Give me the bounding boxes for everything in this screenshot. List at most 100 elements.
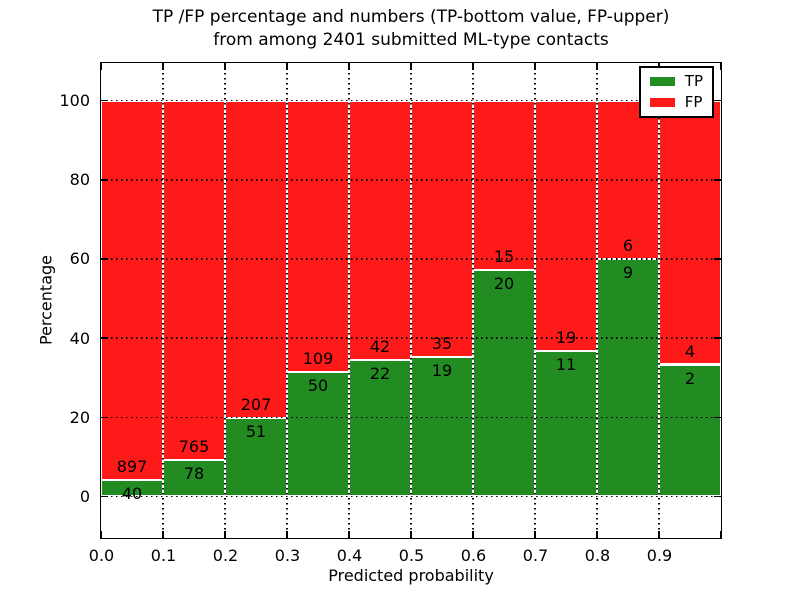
gridline-vertical — [162, 63, 164, 538]
y-tick-label: 80 — [69, 170, 90, 190]
x-tick-label: 0.2 — [212, 546, 239, 565]
x-tick-mark — [224, 63, 226, 70]
bar-segment-tp — [597, 258, 659, 497]
legend-entry-tp: TP — [649, 72, 703, 90]
plot-area: 897 40 765 78 207 51 109 50 42 22 35 19 15 20 19 11 6 9 4 2 — [100, 62, 722, 539]
bar-segment-fp — [287, 100, 349, 372]
y-tick-mark — [714, 99, 721, 102]
x-tick-mark — [534, 531, 536, 538]
x-tick-mark — [410, 63, 412, 70]
x-tick-mark — [162, 63, 164, 70]
legend-entry-fp: FP — [649, 93, 703, 111]
legend: TP FP — [638, 66, 714, 118]
x-tick-label: 0.7 — [522, 546, 549, 565]
y-tick-label: 60 — [69, 249, 90, 269]
fp-count-label: 19 — [555, 328, 577, 348]
gridline-vertical — [348, 63, 350, 538]
fp-count-label: 109 — [302, 348, 334, 368]
gridline-horizontal — [101, 337, 721, 339]
y-tick-mark — [101, 258, 108, 260]
legend-swatch-tp-icon — [649, 77, 675, 86]
tp-count-label: 50 — [307, 375, 329, 395]
tp-count-label: 9 — [622, 262, 634, 282]
fp-count-label: 6 — [622, 235, 634, 255]
chart-title: TP /FP percentage and numbers (TP-bottom… — [100, 6, 722, 52]
y-tick-label: 0 — [79, 486, 90, 506]
y-tick-mark — [101, 99, 108, 102]
y-tick-mark — [714, 495, 721, 498]
x-tick-mark — [410, 531, 412, 538]
bar-segment-fp — [473, 100, 535, 271]
x-tick-mark — [596, 63, 598, 70]
bar-segment-tp — [659, 364, 721, 497]
x-tick-mark — [286, 63, 288, 70]
tp-count-label: 20 — [493, 274, 515, 294]
y-tick-mark — [101, 495, 108, 498]
gridline-vertical — [658, 63, 660, 538]
bar-segment-fp — [659, 100, 721, 365]
tp-count-label: 22 — [369, 364, 391, 384]
x-tick-mark — [348, 531, 350, 538]
y-tick-mark — [714, 258, 721, 260]
gridline-horizontal — [101, 495, 721, 498]
gridline-vertical — [410, 63, 412, 538]
chart-title-line2: from among 2401 submitted ML-type contac… — [213, 30, 609, 50]
gridline-horizontal — [101, 179, 721, 181]
x-tick-mark — [224, 531, 226, 538]
x-tick-label: 0.6 — [460, 546, 487, 565]
tp-count-label: 78 — [183, 463, 205, 483]
x-tick-label: 0.0 — [88, 546, 115, 565]
gridline-horizontal — [101, 258, 721, 260]
tp-count-label: 40 — [121, 483, 143, 503]
x-tick-mark — [596, 531, 598, 538]
fp-count-label: 42 — [369, 337, 391, 357]
x-tick-label: 0.4 — [336, 546, 363, 565]
chart-title-line1: TP /FP percentage and numbers (TP-bottom… — [152, 7, 670, 27]
x-tick-label: 0.5 — [398, 546, 425, 565]
fp-count-label: 207 — [240, 395, 272, 415]
gridline-horizontal — [101, 99, 721, 102]
y-tick-mark — [714, 337, 721, 339]
bar-segment-fp — [101, 100, 163, 480]
x-tick-mark — [472, 531, 474, 538]
x-tick-mark — [162, 531, 164, 538]
y-tick-mark — [714, 416, 721, 419]
y-tick-mark — [101, 337, 108, 339]
x-tick-mark — [100, 531, 102, 538]
y-tick-mark — [714, 179, 721, 181]
x-tick-label: 0.8 — [584, 546, 611, 565]
bar-segment-tp — [163, 459, 225, 497]
bar-segment-fp — [535, 100, 597, 352]
bar-segment-fp — [163, 100, 225, 460]
fp-count-label: 765 — [178, 436, 210, 456]
x-tick-mark — [100, 63, 102, 70]
fp-count-label: 15 — [493, 247, 515, 267]
legend-swatch-fp-icon — [649, 98, 675, 107]
y-tick-label: 40 — [69, 328, 90, 348]
x-tick-mark — [286, 531, 288, 538]
x-tick-mark — [534, 63, 536, 70]
legend-label-tp: TP — [684, 72, 703, 90]
x-tick-mark — [720, 63, 722, 70]
fp-count-label: 4 — [684, 341, 696, 361]
bar-segment-fp — [349, 100, 411, 361]
x-tick-label: 0.3 — [274, 546, 301, 565]
tp-count-label: 51 — [245, 422, 267, 442]
y-tick-label: 100 — [59, 91, 90, 111]
x-tick-label: 0.9 — [646, 546, 673, 565]
gridline-vertical — [224, 63, 226, 538]
y-tick-mark — [101, 179, 108, 181]
gridline-vertical — [534, 63, 536, 538]
y-tick-label: 20 — [69, 407, 90, 427]
bar-segment-fp — [411, 100, 473, 358]
legend-label-fp: FP — [684, 93, 703, 111]
x-axis-label: Predicted probability — [328, 566, 494, 585]
tp-count-label: 19 — [431, 361, 453, 381]
gridline-vertical — [472, 63, 474, 538]
x-tick-mark — [472, 63, 474, 70]
fp-count-label: 35 — [431, 334, 453, 354]
tp-count-label: 2 — [684, 368, 696, 388]
gridline-vertical — [596, 63, 598, 538]
x-tick-mark — [720, 531, 722, 538]
